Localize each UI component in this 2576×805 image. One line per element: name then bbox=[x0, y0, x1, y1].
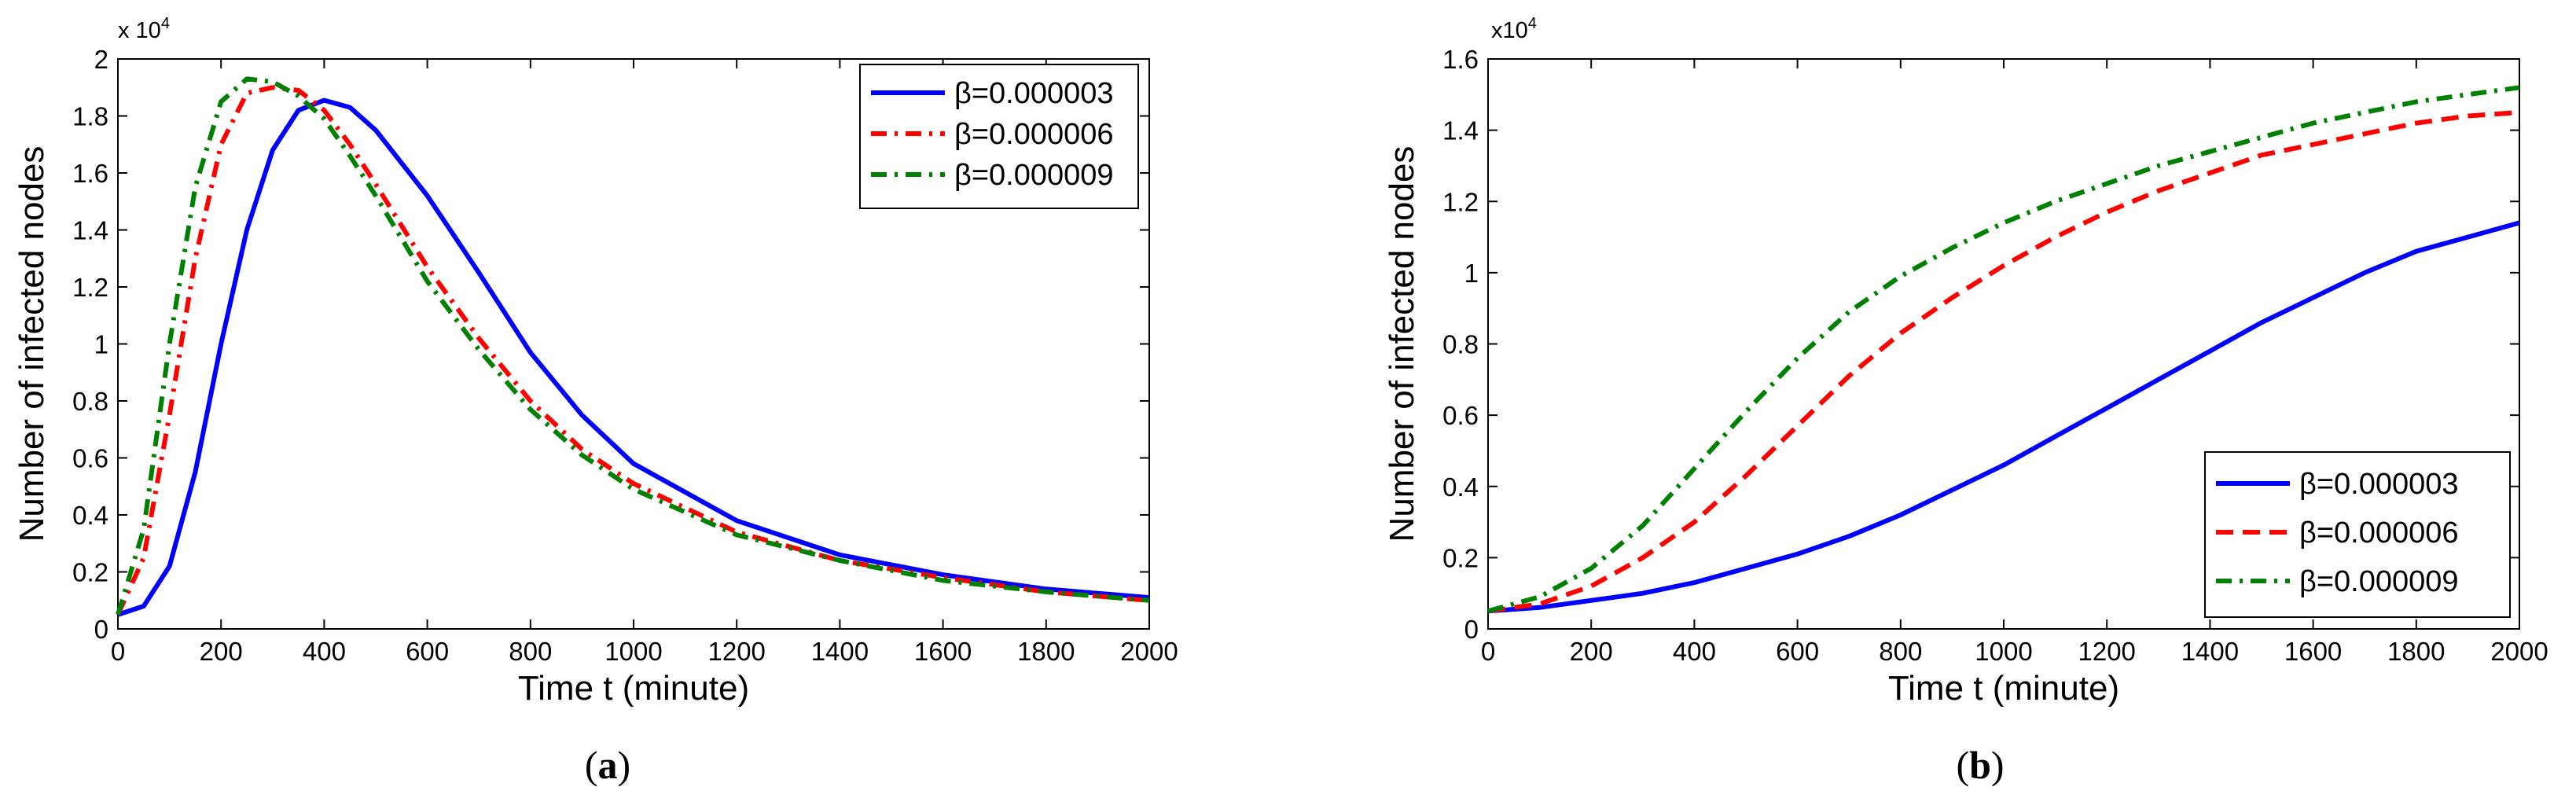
x-tick-label-a: 1200 bbox=[707, 637, 765, 666]
y-tick-label-b: 1.6 bbox=[1442, 45, 1479, 74]
x-tick-label-b: 2000 bbox=[2490, 637, 2548, 666]
legend-label-a-2: β=0.000006 bbox=[954, 118, 1114, 151]
y-axis-label-b: Number of infected nodes bbox=[1383, 146, 1421, 542]
x-tick-label-b: 400 bbox=[1673, 637, 1716, 666]
x-tick-label-b: 600 bbox=[1776, 637, 1819, 666]
y-multiplier-a: x 104 bbox=[118, 15, 170, 43]
y-tick-label-b: 0.6 bbox=[1442, 401, 1479, 430]
panel-b: (b) 0 200 400 600 800 1000 1200 1400 1600 1800 200… bbox=[1383, 15, 2548, 787]
series-line-b-1 bbox=[1487, 220, 2520, 614]
x-tick-label-a: 200 bbox=[200, 637, 243, 666]
series-line-b-3 bbox=[1487, 85, 2520, 614]
x-tick-label-b: 1200 bbox=[2078, 637, 2135, 666]
x-tick-label-b: 1800 bbox=[2387, 637, 2445, 666]
x-tick-label-a: 400 bbox=[303, 637, 346, 666]
y-tick-label-a: 1.2 bbox=[72, 273, 108, 302]
legend-box-a bbox=[859, 64, 1139, 209]
x-tick-label-a: 1600 bbox=[914, 637, 972, 666]
y-tick-label-a: 1.6 bbox=[72, 159, 108, 188]
y-tick-label-a: 0 bbox=[94, 615, 108, 644]
series-line-b-2 bbox=[1487, 110, 2520, 614]
x-tick-label-b: 1400 bbox=[2181, 637, 2239, 666]
legend-label-a-1: β=0.000003 bbox=[954, 77, 1114, 110]
x-tick-label-b: 200 bbox=[1570, 637, 1613, 666]
x-tick-label-a: 800 bbox=[509, 637, 552, 666]
y-tick-label-a: 0.8 bbox=[72, 387, 108, 416]
y-tick-label-b: 1.2 bbox=[1442, 187, 1479, 216]
y-tick-label-b: 0.4 bbox=[1442, 472, 1479, 502]
legend-label-b-2: β=0.000006 bbox=[2299, 516, 2459, 550]
series-line-a-3 bbox=[116, 76, 1150, 616]
legend-label-b-3: β=0.000009 bbox=[2299, 565, 2459, 598]
x-tick-label-a: 1800 bbox=[1017, 637, 1075, 666]
x-tick-label-b: 800 bbox=[1879, 637, 1922, 666]
y-tick-label-b: 0.2 bbox=[1442, 543, 1479, 572]
y-tick-label-b: 0.8 bbox=[1442, 330, 1479, 359]
panel-a-label: (a) bbox=[585, 743, 630, 787]
x-tick-label-b: 1000 bbox=[1975, 637, 2032, 666]
panel-b-label: (b) bbox=[1956, 743, 2004, 787]
series-line-a-1 bbox=[117, 97, 1150, 617]
y-tick-label-a: 0.2 bbox=[72, 558, 108, 587]
y-tick-label-b: 1 bbox=[1464, 259, 1479, 288]
y-tick-label-a: 1.8 bbox=[72, 102, 108, 131]
x-tick-label-a: 600 bbox=[406, 637, 449, 666]
y-tick-label-a: 2 bbox=[94, 45, 108, 74]
panel-a: (a) 0 200 400 600 800 1000 1200 1400 1600 1800 200… bbox=[13, 15, 1178, 787]
y-tick-label-b: 0 bbox=[1464, 615, 1479, 644]
x-tick-label-b: 1600 bbox=[2284, 637, 2342, 666]
x-tick-label-a: 2000 bbox=[1120, 637, 1178, 666]
y-tick-label-a: 0.6 bbox=[72, 444, 108, 473]
x-tick-label-b: 0 bbox=[1481, 637, 1495, 666]
y-axis-label-a: Number of infected nodes bbox=[13, 146, 51, 542]
legend-label-b-1: β=0.000003 bbox=[2299, 468, 2459, 501]
x-tick-label-a: 1000 bbox=[604, 637, 662, 666]
y-tick-label-b: 1.4 bbox=[1442, 116, 1479, 145]
x-tick-label-a: 0 bbox=[111, 637, 125, 666]
y-multiplier-b: x104 bbox=[1491, 15, 1537, 43]
x-tick-label-a: 1400 bbox=[811, 637, 869, 666]
x-axis-label-a: Time t (minute) bbox=[518, 669, 749, 708]
y-tick-label-a: 0.4 bbox=[72, 501, 108, 530]
y-tick-label-a: 1 bbox=[94, 330, 108, 359]
x-axis-label-b: Time t (minute) bbox=[1888, 669, 2119, 708]
series-line-a-2 bbox=[116, 85, 1150, 616]
y-tick-label-a: 1.4 bbox=[72, 216, 108, 245]
legend-label-a-3: β=0.000009 bbox=[954, 159, 1114, 192]
